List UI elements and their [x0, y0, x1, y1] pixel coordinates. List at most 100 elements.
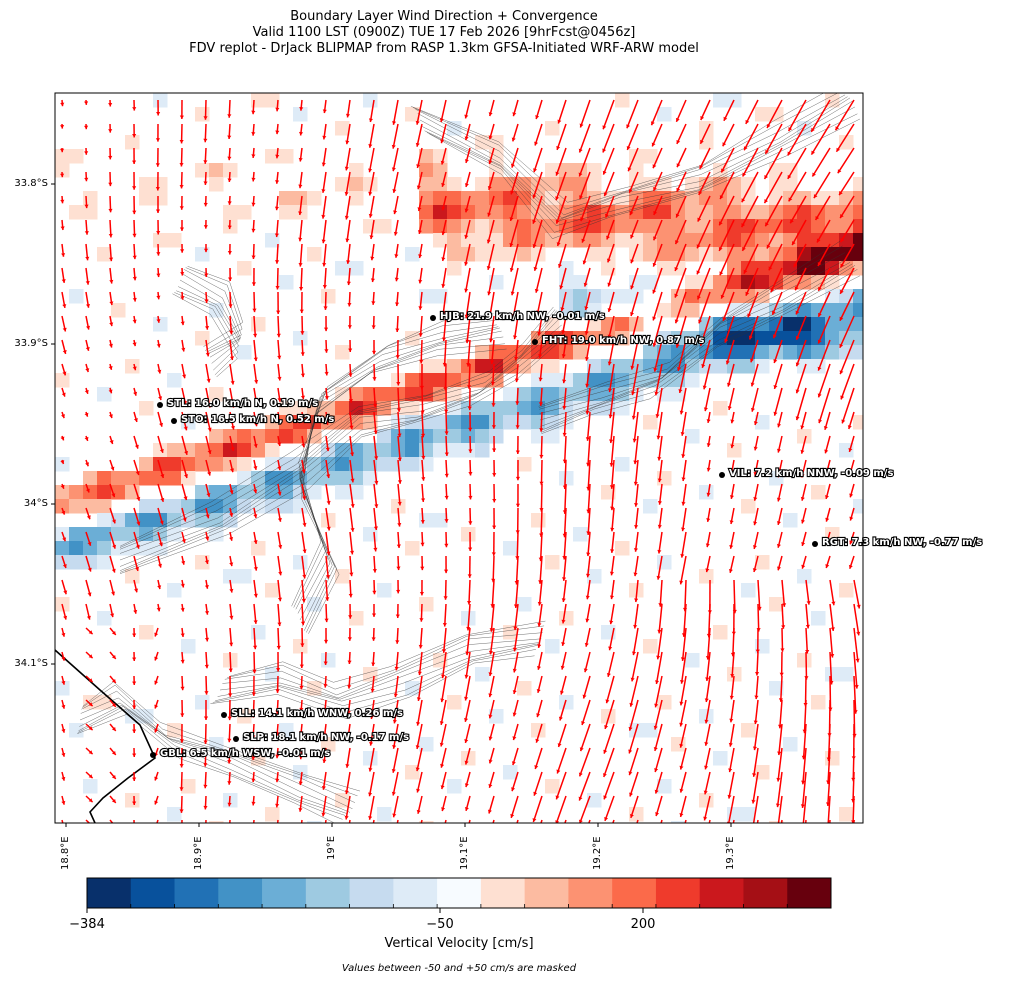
- wind-arrow-head: [253, 645, 258, 650]
- velocity-cell: [419, 149, 434, 164]
- wind-arrow: [416, 747, 423, 772]
- wind-arrow: [464, 243, 471, 266]
- velocity-cell: [559, 331, 574, 346]
- velocity-cell: [587, 359, 602, 374]
- wind-arrow-head: [347, 325, 352, 329]
- contour-line: [539, 252, 846, 410]
- wind-arrow-head: [326, 474, 331, 478]
- wind-arrow-head: [486, 265, 491, 270]
- wind-arrow-head: [180, 633, 185, 637]
- wind-arrow-head: [133, 391, 138, 396]
- wind-arrow: [741, 195, 759, 228]
- velocity-cell: [713, 275, 728, 290]
- wind-arrow: [729, 723, 735, 747]
- wind-arrow: [766, 219, 783, 249]
- wind-arrow: [587, 435, 591, 467]
- velocity-cell: [251, 429, 266, 444]
- velocity-cell: [545, 191, 560, 206]
- velocity-cell: [251, 541, 266, 556]
- wind-arrow-head: [536, 688, 541, 693]
- wind-arrow-head: [348, 348, 353, 353]
- wind-arrow: [277, 579, 282, 602]
- wind-arrow-head: [155, 187, 160, 191]
- wind-arrow-head: [62, 304, 67, 308]
- wind-arrow-head: [132, 210, 137, 215]
- wind-arrow-head: [110, 613, 115, 618]
- velocity-cell: [153, 233, 168, 248]
- wind-arrow-head: [464, 718, 469, 722]
- wind-arrow-head: [368, 144, 373, 148]
- velocity-cell: [447, 233, 462, 248]
- wind-arrow-head: [811, 127, 815, 132]
- wind-arrow-head: [824, 449, 829, 454]
- velocity-cell: [419, 597, 434, 612]
- wind-arrow-head: [322, 262, 327, 267]
- velocity-cell: [797, 569, 812, 584]
- wind-arrow-head: [555, 795, 560, 800]
- wind-arrow: [514, 603, 519, 631]
- velocity-cell: [139, 625, 154, 640]
- wind-arrow: [540, 819, 543, 823]
- wind-arrow: [416, 99, 423, 125]
- wind-arrow: [421, 435, 425, 460]
- wind-arrow-head: [230, 447, 235, 451]
- wind-arrow: [606, 219, 615, 240]
- wind-arrow: [325, 555, 330, 579]
- velocity-cell: [265, 457, 280, 472]
- contour-line: [119, 312, 559, 554]
- velocity-cell: [853, 499, 863, 514]
- velocity-cell: [587, 387, 602, 402]
- colorbar-segment: [787, 878, 832, 908]
- velocity-cell: [125, 527, 140, 542]
- wind-arrow-head: [464, 136, 469, 141]
- wind-arrow-head: [86, 615, 91, 620]
- wind-arrow-head: [132, 186, 137, 190]
- velocity-cell: [853, 261, 863, 276]
- wind-arrow-head: [229, 512, 234, 517]
- velocity-cell: [69, 289, 84, 304]
- velocity-cell: [265, 583, 280, 598]
- contour-line: [417, 96, 848, 219]
- wind-arrow-head: [346, 281, 351, 286]
- wind-arrow-head: [557, 743, 562, 748]
- wind-arrow-head: [487, 291, 492, 296]
- velocity-cell: [265, 499, 280, 514]
- wind-arrow-head: [730, 444, 735, 449]
- wind-arrow-head: [488, 759, 493, 764]
- wind-arrow-head: [180, 296, 185, 300]
- velocity-cell: [279, 401, 294, 416]
- wind-arrow: [657, 411, 663, 440]
- wind-arrow-head: [806, 600, 811, 605]
- velocity-cell: [139, 513, 154, 528]
- wind-arrow: [581, 219, 591, 243]
- velocity-cell: [125, 359, 140, 374]
- wind-arrow-head: [727, 406, 732, 410]
- velocity-cell: [741, 331, 756, 346]
- wind-arrow-head: [700, 116, 705, 121]
- wind-arrow: [814, 195, 831, 221]
- wind-arrow-head: [204, 664, 209, 669]
- velocity-cell: [601, 373, 616, 388]
- velocity-cell: [657, 107, 672, 122]
- wind-arrow-head: [253, 489, 258, 494]
- velocity-cell: [447, 121, 462, 136]
- wind-arrow-head: [609, 462, 614, 467]
- wind-arrow: [419, 315, 423, 337]
- wind-arrow-head: [532, 844, 536, 848]
- wind-arrow-head: [132, 133, 137, 138]
- velocity-cell: [811, 695, 826, 710]
- wind-arrow-head: [109, 257, 114, 262]
- wind-arrow-head: [276, 645, 281, 650]
- wind-arrow: [634, 459, 639, 486]
- wind-arrow-head: [654, 789, 659, 794]
- wind-arrow-head: [323, 684, 328, 688]
- wind-arrow-head: [88, 630, 93, 635]
- station-label: VIL: 7.2 km/h NNW, -0.09 m/s: [729, 468, 893, 479]
- wind-arrow-head: [301, 418, 306, 423]
- wind-arrow-head: [84, 204, 89, 209]
- velocity-cell: [377, 807, 392, 822]
- wind-arrow-head: [204, 637, 210, 642]
- velocity-cell: [405, 401, 420, 416]
- title-line-1: Boundary Layer Wind Direction + Converge…: [290, 9, 598, 24]
- wind-arrow-head: [62, 371, 67, 376]
